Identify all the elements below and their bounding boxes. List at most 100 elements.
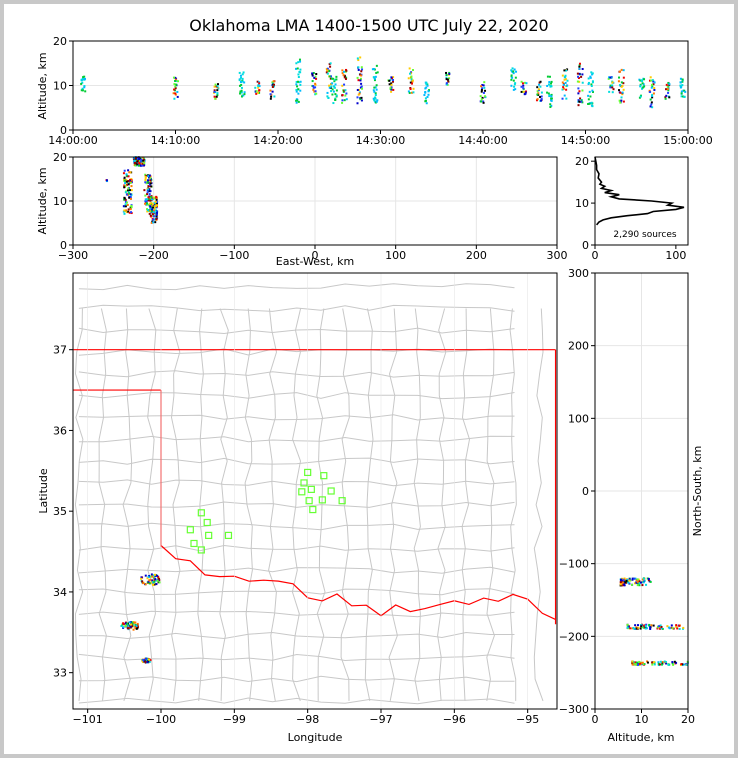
ns-source-point xyxy=(647,579,650,582)
vhf-source-point xyxy=(562,83,565,86)
map-source-point xyxy=(140,577,143,580)
vhf-source-point xyxy=(243,91,246,94)
ew-source-point xyxy=(155,202,158,205)
vhf-source-point xyxy=(257,84,260,87)
map-source-point xyxy=(141,582,144,585)
vhf-source-point xyxy=(448,72,451,75)
vhf-source-point xyxy=(357,59,360,62)
vhf-source-point xyxy=(536,93,539,96)
ns-source-point xyxy=(650,624,653,627)
ew-source-point xyxy=(150,198,153,201)
vhf-source-point xyxy=(513,85,516,88)
ns-source-point xyxy=(631,577,634,580)
vhf-source-point xyxy=(241,73,244,76)
lma-station-marker xyxy=(318,496,326,504)
ew-source-point xyxy=(153,209,156,212)
county-boundary xyxy=(78,675,515,683)
ns-source-point xyxy=(634,624,637,627)
vhf-source-point xyxy=(333,85,336,88)
vhf-source-point xyxy=(374,94,377,97)
vhf-source-point xyxy=(258,91,261,94)
vhf-source-point xyxy=(341,101,344,104)
vhf-source-point xyxy=(642,86,645,89)
vhf-source-point xyxy=(667,91,670,94)
ew-source-point xyxy=(149,208,152,211)
vhf-source-point xyxy=(297,73,300,76)
ns-source-point xyxy=(635,579,638,582)
vhf-source-point xyxy=(589,75,592,78)
ew-source-point xyxy=(130,206,133,209)
ew-source-point xyxy=(123,169,126,172)
ew-source-point xyxy=(155,195,158,198)
ew-source-point xyxy=(128,211,131,214)
vhf-source-point xyxy=(409,81,412,84)
vhf-source-point xyxy=(447,80,450,83)
vhf-source-point xyxy=(666,88,669,91)
ns-source-point xyxy=(681,663,684,666)
vhf-source-point xyxy=(329,62,332,65)
ns-source-point xyxy=(644,625,647,628)
vhf-source-point xyxy=(329,77,332,80)
map-layer xyxy=(73,273,557,709)
ew-source-point xyxy=(147,175,150,178)
map-source-point xyxy=(140,576,143,579)
county-boundary xyxy=(78,283,515,291)
ns-source-point xyxy=(658,626,661,629)
vhf-source-point xyxy=(333,80,336,83)
vhf-source-point xyxy=(642,83,645,86)
lma-station-marker xyxy=(205,531,213,540)
vhf-source-point xyxy=(520,90,523,93)
vhf-source-point xyxy=(550,95,553,98)
vhf-source-point xyxy=(562,86,565,89)
vhf-source-point xyxy=(681,78,684,81)
vhf-source-point xyxy=(587,83,590,86)
vhf-source-point xyxy=(618,99,621,102)
vhf-source-point xyxy=(576,80,579,83)
ew-source-point xyxy=(145,174,148,177)
ns-source-point xyxy=(642,577,645,580)
vhf-source-point xyxy=(481,87,484,90)
vhf-source-point xyxy=(561,74,564,77)
map-source-point xyxy=(150,573,153,576)
vhf-source-point xyxy=(578,80,581,83)
lma-station-marker xyxy=(338,497,346,505)
county-boundary xyxy=(78,457,515,465)
ew-source-point xyxy=(127,180,130,183)
map-source-point xyxy=(136,625,139,628)
vhf-source-point xyxy=(446,83,449,86)
vhf-source-point xyxy=(214,97,217,100)
vhf-source-point xyxy=(176,90,179,93)
vhf-source-point xyxy=(240,83,243,86)
vhf-source-point xyxy=(272,80,275,83)
lma-station-marker xyxy=(305,497,313,505)
vhf-source-point xyxy=(639,83,642,86)
vhf-source-point xyxy=(216,92,219,95)
vhf-source-point xyxy=(341,84,344,87)
vhf-source-point xyxy=(334,83,337,86)
county-boundary xyxy=(291,308,302,702)
map-source-point xyxy=(141,660,144,663)
ew-source-point xyxy=(153,212,156,215)
map-source-point xyxy=(153,579,156,582)
vhf-source-point xyxy=(510,78,513,81)
ew-source-point xyxy=(147,185,150,188)
ns-source-point xyxy=(675,624,678,627)
vhf-source-point xyxy=(620,99,623,102)
ew-source-point xyxy=(138,160,141,163)
vhf-source-point xyxy=(256,80,259,83)
ns-source-point xyxy=(663,660,666,663)
ew-source-point xyxy=(154,221,157,224)
ns-source-point xyxy=(659,624,662,627)
vhf-source-point xyxy=(651,106,654,109)
vhf-source-point xyxy=(329,65,332,68)
county-boundary xyxy=(437,308,447,701)
ns-source-point xyxy=(631,578,634,581)
ew-source-point xyxy=(124,184,127,187)
map-source-point xyxy=(147,580,150,583)
vhf-source-point xyxy=(375,64,378,67)
ew-source-point xyxy=(153,207,156,210)
ns-source-point xyxy=(641,578,644,581)
ew-source-point xyxy=(129,197,132,200)
ns-source-point xyxy=(666,625,669,628)
ns-source-point xyxy=(683,663,686,666)
